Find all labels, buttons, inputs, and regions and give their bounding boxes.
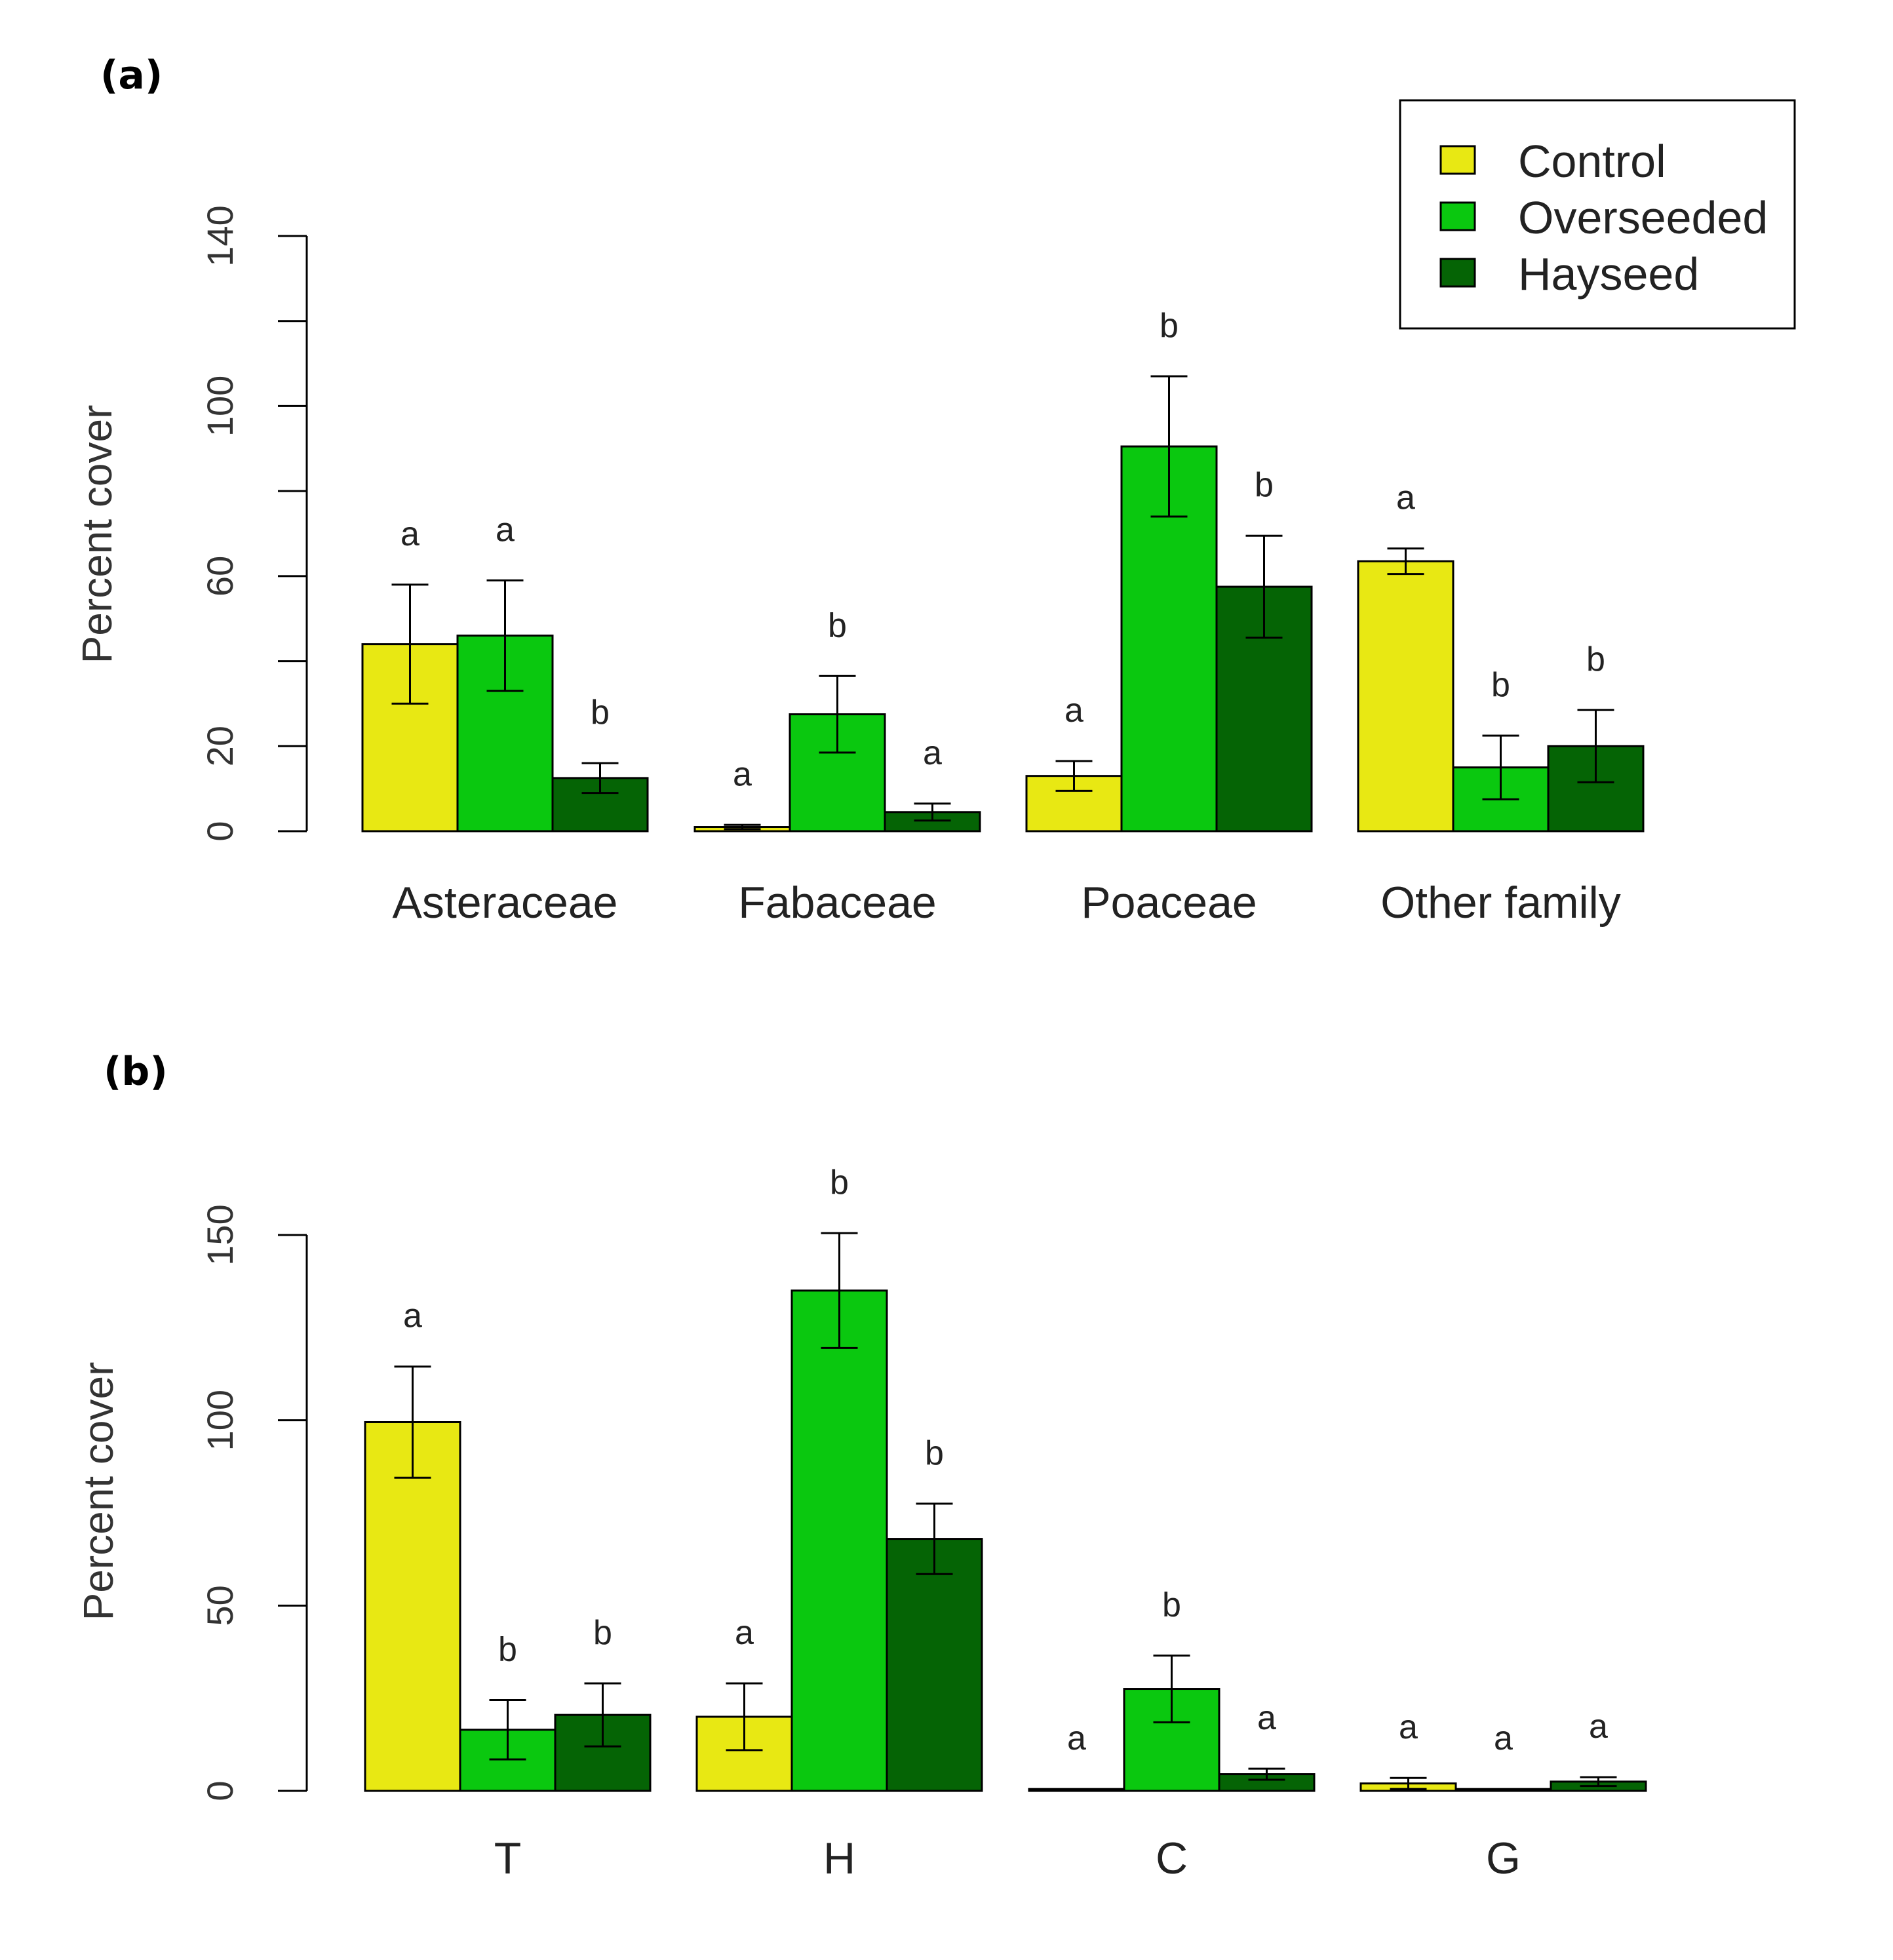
y-tick-label: 0 [199, 1780, 241, 1801]
significance-letter: a [496, 511, 515, 549]
y-tick-label: 20 [199, 726, 241, 766]
panel-label: (b) [104, 1049, 168, 1095]
significance-letter: b [1491, 666, 1510, 704]
panel-b: (b) 0 50 100 150 Percent cover a b b Ta b b Ha b a Ca a a… [75, 1049, 1647, 1883]
significance-letter: b [1586, 640, 1605, 678]
significance-letter: a [1494, 1719, 1513, 1757]
y-tick-label: 140 [199, 205, 241, 266]
y-axis-title: Percent cover [73, 405, 121, 664]
category-label: Asteraceae [393, 878, 618, 928]
category-label: C [1156, 1833, 1188, 1883]
significance-letter: a [1067, 1719, 1086, 1757]
significance-letter: b [828, 606, 847, 644]
bar [1357, 560, 1454, 833]
category-label: T [494, 1833, 522, 1883]
significance-letter: b [925, 1434, 944, 1472]
bar [1028, 1788, 1125, 1792]
significance-letter: a [1064, 692, 1083, 730]
legend-swatch [1439, 258, 1476, 288]
significance-letter: a [1589, 1708, 1608, 1746]
panel-a: (a) 0 20 60 100 140 Percent cover a a b Asteraceae… [73, 52, 1645, 928]
significance-letter: a [1399, 1708, 1418, 1746]
y-tick-label: 50 [199, 1585, 241, 1626]
category-label: Fabaceae [738, 878, 936, 928]
category-label: Poaceae [1081, 878, 1257, 928]
legend-label: Control [1518, 136, 1666, 187]
significance-letter: a [1396, 479, 1415, 517]
significance-letter: b [1162, 1586, 1181, 1624]
significance-letter: a [400, 515, 420, 553]
significance-letter: a [923, 734, 942, 772]
panel-label: (a) [100, 52, 163, 98]
legend-label: Hayseed [1518, 248, 1699, 300]
y-tick-label: 100 [199, 1390, 241, 1451]
category-label: H [823, 1833, 855, 1883]
significance-letter: a [733, 755, 752, 793]
bar [364, 1421, 461, 1792]
significance-letter: b [1255, 466, 1274, 504]
legend-swatch [1439, 145, 1476, 175]
significance-letter: b [1160, 307, 1179, 345]
legend-label: Overseeded [1518, 192, 1768, 243]
y-tick-label: 150 [199, 1204, 241, 1265]
significance-letter: b [593, 1614, 612, 1652]
bar [1454, 1788, 1552, 1792]
legend-swatch [1439, 201, 1476, 231]
significance-letter: a [1257, 1699, 1276, 1737]
y-tick-label: 100 [199, 376, 241, 437]
significance-letter: b [498, 1630, 517, 1668]
category-label: Other family [1380, 878, 1621, 928]
significance-letter: b [830, 1164, 849, 1202]
y-tick-label: 0 [199, 821, 241, 841]
category-label: G [1486, 1833, 1521, 1883]
significance-letter: a [735, 1614, 754, 1652]
significance-letter: a [403, 1297, 422, 1335]
y-axis-title: Percent cover [75, 1362, 122, 1621]
bar [790, 1289, 888, 1792]
bar [886, 1538, 983, 1792]
significance-letter: b [591, 694, 610, 732]
y-tick-label: 60 [199, 556, 241, 597]
